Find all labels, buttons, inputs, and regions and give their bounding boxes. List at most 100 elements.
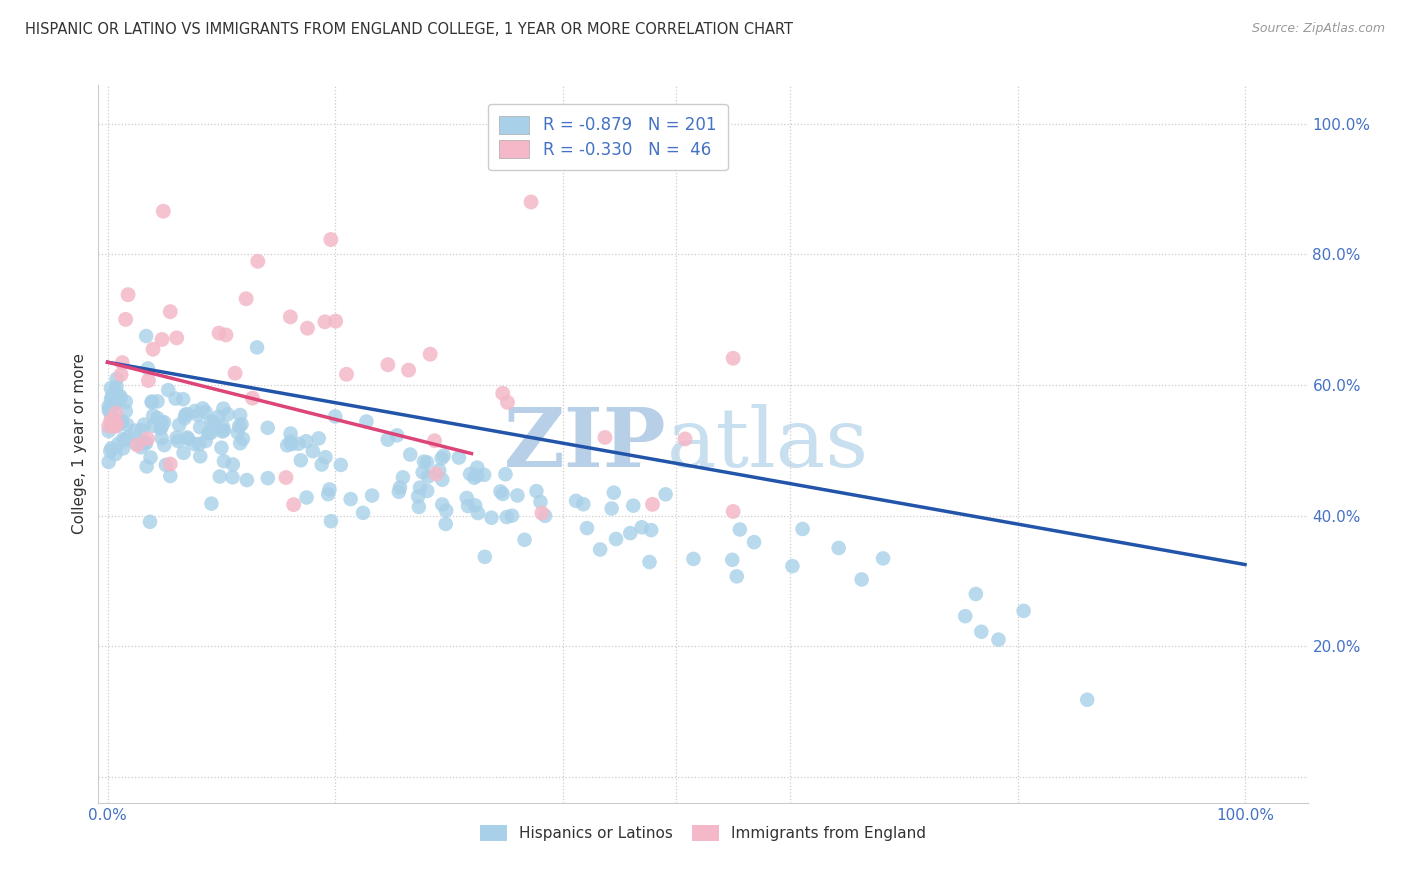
Point (1012, 604, 1035, 618)
Point (112, 432, 135, 446)
Point (619, 526, 641, 541)
Point (228, 419, 250, 434)
Point (311, 458, 333, 472)
Point (314, 315, 336, 329)
Point (229, 408, 252, 422)
Point (318, 483, 340, 497)
Point (166, 331, 188, 345)
Point (970, 624, 993, 639)
Point (202, 415, 225, 429)
Point (174, 408, 197, 422)
Point (576, 521, 599, 535)
Point (105, 372, 128, 386)
Point (100, 413, 122, 427)
Point (141, 395, 163, 409)
Point (295, 491, 318, 505)
Point (603, 485, 626, 500)
Text: Source: ZipAtlas.com: Source: ZipAtlas.com (1251, 22, 1385, 36)
Point (104, 384, 127, 399)
Point (641, 497, 664, 511)
Point (97, 403, 120, 417)
Point (141, 394, 163, 409)
Point (100, 381, 122, 395)
Point (100, 408, 122, 422)
Point (155, 458, 177, 472)
Point (463, 471, 485, 485)
Point (630, 520, 652, 534)
Point (955, 609, 977, 624)
Point (593, 430, 616, 444)
Point (742, 535, 765, 549)
Point (638, 555, 661, 569)
Point (139, 515, 162, 529)
Point (377, 433, 399, 447)
Point (229, 436, 252, 450)
Point (283, 498, 305, 512)
Point (173, 411, 195, 425)
Point (103, 419, 125, 434)
Point (406, 489, 429, 503)
Point (117, 287, 139, 301)
Point (467, 506, 489, 520)
Point (153, 415, 176, 429)
Point (97, 419, 120, 434)
Point (325, 314, 347, 328)
Point (103, 398, 125, 412)
Point (530, 506, 553, 520)
Point (408, 500, 430, 514)
Point (621, 499, 644, 513)
Point (640, 523, 662, 537)
Point (217, 407, 239, 421)
Point (157, 383, 180, 397)
Point (432, 473, 454, 487)
Point (419, 347, 441, 361)
Point (111, 415, 134, 429)
Point (529, 495, 551, 509)
Point (430, 451, 453, 466)
Point (135, 435, 157, 450)
Point (165, 392, 187, 406)
Point (356, 415, 378, 429)
Point (489, 484, 512, 499)
Point (152, 204, 174, 219)
Point (200, 425, 222, 440)
Point (176, 407, 198, 421)
Legend: Hispanics or Latinos, Immigrants from England: Hispanics or Latinos, Immigrants from En… (472, 818, 934, 849)
Point (167, 434, 190, 448)
Point (146, 394, 169, 409)
Point (231, 417, 253, 432)
Point (125, 436, 148, 450)
Point (135, 436, 157, 450)
Point (100, 442, 122, 456)
Point (105, 406, 128, 420)
Point (97, 455, 120, 469)
Point (114, 394, 136, 409)
Point (481, 510, 503, 524)
Point (176, 430, 198, 444)
Point (188, 450, 211, 464)
Text: ZIP: ZIP (505, 404, 666, 483)
Point (104, 447, 127, 461)
Point (159, 304, 181, 318)
Point (184, 404, 207, 418)
Point (224, 366, 246, 380)
Point (464, 499, 486, 513)
Point (423, 434, 446, 448)
Point (159, 457, 181, 471)
Point (434, 516, 457, 531)
Point (872, 551, 894, 566)
Point (212, 423, 235, 437)
Point (792, 522, 814, 536)
Point (242, 391, 264, 405)
Point (506, 488, 529, 502)
Point (416, 455, 439, 469)
Point (200, 414, 222, 428)
Point (335, 368, 357, 382)
Point (409, 481, 432, 495)
Point (447, 450, 470, 465)
Point (301, 444, 323, 458)
Point (188, 437, 211, 451)
Text: atlas: atlas (666, 404, 869, 483)
Y-axis label: College, 1 year or more: College, 1 year or more (72, 353, 87, 534)
Point (572, 497, 595, 511)
